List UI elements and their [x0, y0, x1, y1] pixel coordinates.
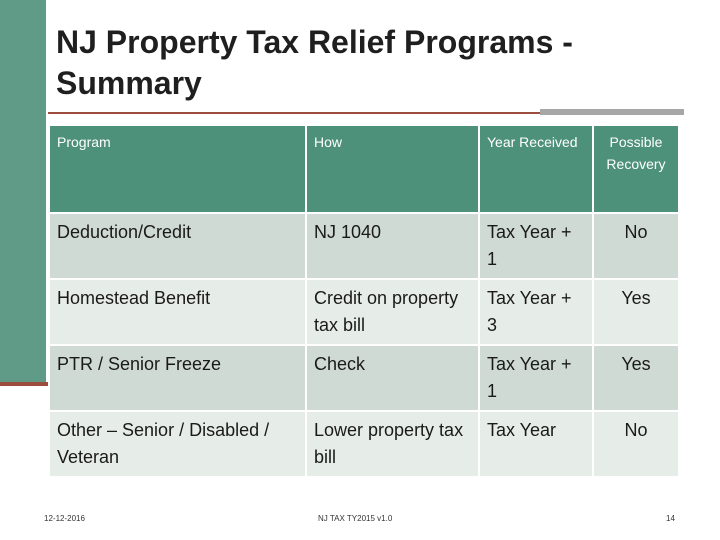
table-row: Deduction/Credit NJ 1040 Tax Year + 1 No	[48, 212, 680, 280]
title-underline	[48, 112, 540, 114]
header-possible-recovery: Possible Recovery	[592, 124, 680, 214]
cell-program: PTR / Senior Freeze	[48, 344, 307, 412]
footer-center-text: NJ TAX TY2015 v1.0	[318, 514, 393, 523]
cell-year-received: Tax Year + 3	[478, 278, 594, 346]
table-header-row: Program How Year Received Possible Recov…	[48, 124, 680, 214]
programs-table: Program How Year Received Possible Recov…	[48, 124, 680, 478]
page-number: 14	[666, 514, 675, 523]
cell-possible-recovery: Yes	[592, 344, 680, 412]
cell-possible-recovery: Yes	[592, 278, 680, 346]
left-accent-bar	[0, 0, 46, 382]
title-underline-accent	[540, 109, 684, 115]
header-how: How	[305, 124, 480, 214]
table-row: Homestead Benefit Credit on property tax…	[48, 278, 680, 346]
header-program: Program	[48, 124, 307, 214]
cell-how: NJ 1040	[305, 212, 480, 280]
cell-possible-recovery: No	[592, 410, 680, 478]
cell-how: Check	[305, 344, 480, 412]
cell-year-received: Tax Year + 1	[478, 212, 594, 280]
cell-program: Homestead Benefit	[48, 278, 307, 346]
cell-program: Other – Senior / Disabled / Veteran	[48, 410, 307, 478]
footer-date: 12-12-2016	[44, 514, 85, 523]
cell-program: Deduction/Credit	[48, 212, 307, 280]
cell-how: Credit on property tax bill	[305, 278, 480, 346]
cell-year-received: Tax Year + 1	[478, 344, 594, 412]
cell-possible-recovery: No	[592, 212, 680, 280]
cell-how: Lower property tax bill	[305, 410, 480, 478]
header-year-received: Year Received	[478, 124, 594, 214]
table-row: PTR / Senior Freeze Check Tax Year + 1 Y…	[48, 344, 680, 412]
left-accent-rule	[0, 382, 48, 386]
cell-year-received: Tax Year	[478, 410, 594, 478]
table-row: Other – Senior / Disabled / Veteran Lowe…	[48, 410, 680, 478]
slide-title: NJ Property Tax Relief Programs - Summar…	[56, 24, 573, 101]
